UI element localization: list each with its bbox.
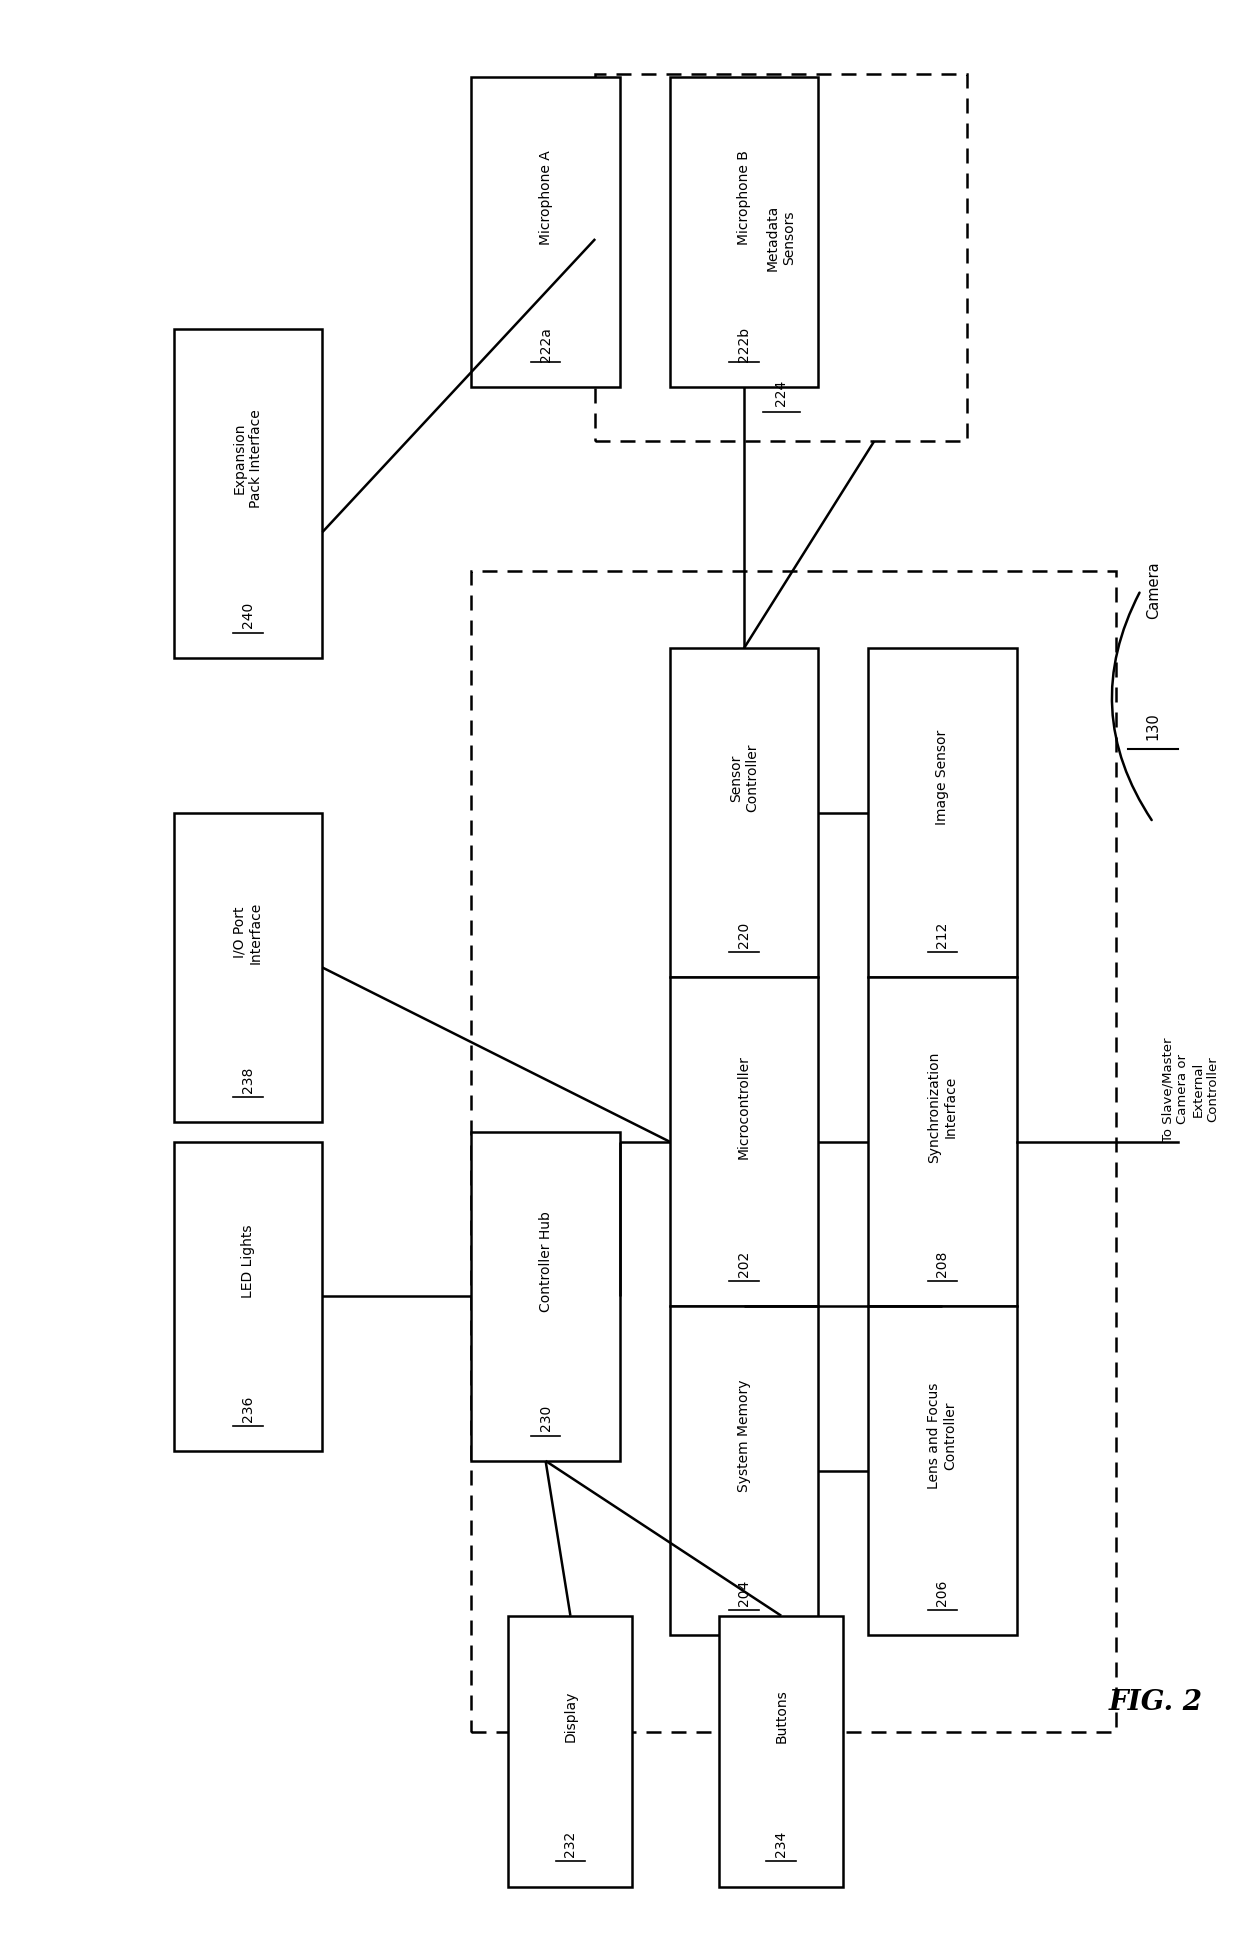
- Text: 234: 234: [774, 1831, 789, 1858]
- Bar: [595, 74, 967, 441]
- Bar: [719, 1616, 843, 1887]
- Text: 232: 232: [563, 1831, 578, 1858]
- Text: 238: 238: [241, 1066, 255, 1093]
- Text: Microphone B: Microphone B: [737, 149, 751, 246]
- Text: 130: 130: [1146, 712, 1161, 739]
- Text: 212: 212: [935, 921, 950, 948]
- Bar: [670, 977, 818, 1306]
- Bar: [174, 1142, 322, 1451]
- Text: 236: 236: [241, 1395, 255, 1422]
- Text: Controller Hub: Controller Hub: [538, 1211, 553, 1312]
- Text: 204: 204: [737, 1579, 751, 1606]
- Text: Image Sensor: Image Sensor: [935, 729, 950, 826]
- Text: Display: Display: [563, 1691, 578, 1742]
- Bar: [868, 648, 1017, 977]
- Bar: [471, 571, 1116, 1732]
- Bar: [174, 813, 322, 1122]
- Text: 222a: 222a: [538, 327, 553, 362]
- Text: 230: 230: [538, 1405, 553, 1432]
- Text: 220: 220: [737, 921, 751, 948]
- Text: 208: 208: [935, 1250, 950, 1277]
- Text: Microcontroller: Microcontroller: [737, 1055, 751, 1159]
- Text: Microphone A: Microphone A: [538, 151, 553, 244]
- Bar: [471, 77, 620, 387]
- Bar: [471, 1132, 620, 1461]
- Text: To Slave/Master
Camera or
External
Controller: To Slave/Master Camera or External Contr…: [1162, 1037, 1219, 1142]
- Text: Buttons: Buttons: [774, 1689, 789, 1743]
- Text: Synchronization
Interface: Synchronization Interface: [928, 1051, 957, 1163]
- Bar: [868, 1306, 1017, 1635]
- Bar: [868, 977, 1017, 1306]
- Text: Camera: Camera: [1146, 561, 1161, 619]
- Bar: [174, 329, 322, 658]
- Text: Metadata
Sensors: Metadata Sensors: [766, 205, 796, 271]
- Text: 202: 202: [737, 1250, 751, 1277]
- Text: 206: 206: [935, 1579, 950, 1606]
- Text: I/O Port
Interface: I/O Port Interface: [233, 902, 263, 964]
- Text: Sensor
Controller: Sensor Controller: [729, 743, 759, 813]
- Text: 224: 224: [774, 379, 789, 406]
- Text: 240: 240: [241, 602, 255, 629]
- Bar: [508, 1616, 632, 1887]
- Bar: [670, 77, 818, 387]
- Text: Expansion
Pack Interface: Expansion Pack Interface: [233, 408, 263, 509]
- Text: System Memory: System Memory: [737, 1380, 751, 1492]
- Bar: [670, 1306, 818, 1635]
- Text: FIG. 2: FIG. 2: [1109, 1689, 1203, 1716]
- Text: Lens and Focus
Controller: Lens and Focus Controller: [928, 1384, 957, 1488]
- Text: 222b: 222b: [737, 327, 751, 362]
- Bar: [670, 648, 818, 977]
- Text: LED Lights: LED Lights: [241, 1225, 255, 1298]
